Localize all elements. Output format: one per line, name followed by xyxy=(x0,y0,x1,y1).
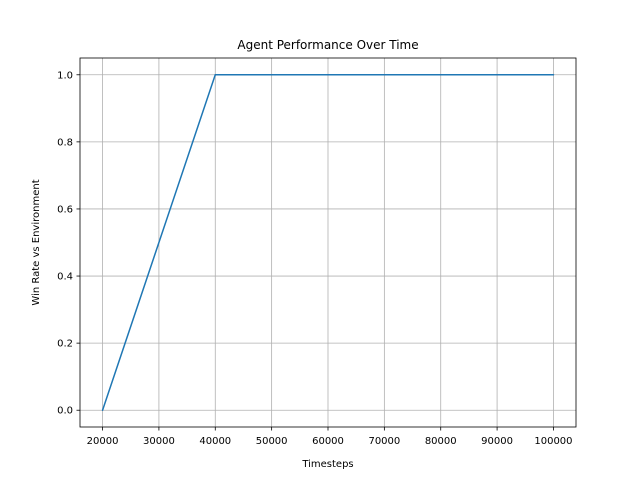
data-point xyxy=(496,74,498,76)
y-axis-label: Win Rate vs Environment xyxy=(31,179,42,305)
data-point xyxy=(552,74,555,76)
x-tick-label: 100000 xyxy=(534,436,572,447)
data-point xyxy=(439,74,442,76)
chart-title: Agent Performance Over Time xyxy=(237,38,418,52)
y-tick-label: 1.0 xyxy=(57,70,73,81)
y-tick-label: 0.6 xyxy=(57,204,73,215)
data-point xyxy=(270,74,273,76)
x-tick-label: 80000 xyxy=(425,436,457,447)
x-tick-label: 40000 xyxy=(199,436,231,447)
x-tick-label: 30000 xyxy=(143,436,175,447)
grid xyxy=(80,58,576,427)
y-tick-label: 0.4 xyxy=(57,272,73,283)
x-tick-label: 70000 xyxy=(368,436,400,447)
data-point xyxy=(214,74,217,76)
x-tick-label: 50000 xyxy=(256,436,288,447)
y-tick-label: 0.8 xyxy=(57,137,73,148)
x-tick-label: 20000 xyxy=(87,436,119,447)
ticks: 20000 30000 40000 50000 60000 70000 80000 90000… xyxy=(57,70,572,447)
x-axis-label: Timesteps xyxy=(301,459,353,470)
data-point xyxy=(327,74,329,76)
data-point xyxy=(383,74,386,76)
y-tick-label: 0.2 xyxy=(57,339,73,350)
series-layer xyxy=(101,74,555,411)
y-tick-label: 0.0 xyxy=(57,406,73,417)
series-line xyxy=(101,74,554,411)
x-tick-label: 60000 xyxy=(312,436,344,447)
x-tick-label: 90000 xyxy=(481,436,513,447)
data-point xyxy=(101,409,104,411)
